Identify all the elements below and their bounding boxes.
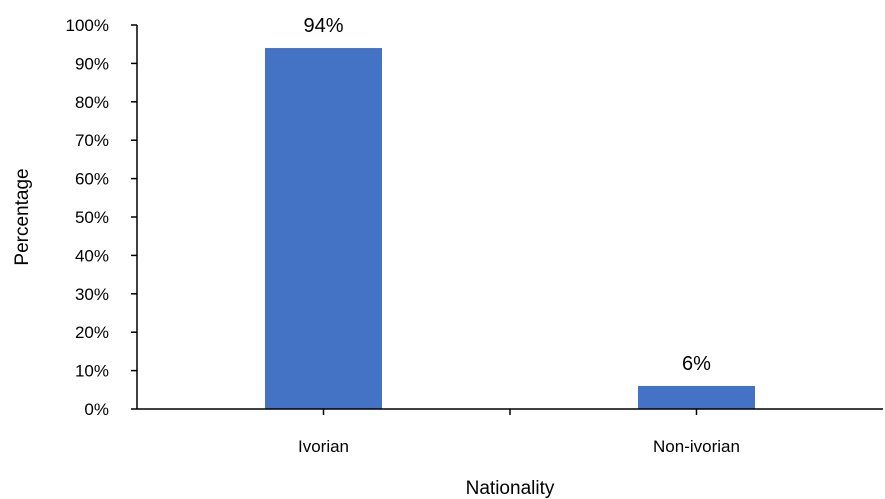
bars (265, 48, 755, 409)
y-tick-label: 70% (75, 131, 109, 150)
y-tick-label: 20% (75, 323, 109, 342)
y-axis-title: Percentage (12, 168, 33, 265)
x-category-label: Ivorian (298, 437, 349, 456)
data-labels: 94% 6% (303, 15, 711, 375)
x-axis-title: Nationality (466, 478, 555, 499)
y-tick-label: 60% (75, 170, 109, 189)
y-tick-label: 30% (75, 285, 109, 304)
x-category-label: Non-ivorian (653, 437, 740, 456)
bar-non-ivorian (638, 385, 755, 409)
y-axis-ticks: 0% 10% 20% 30% 40% 50% 60% 70% 80% 90% 100% (66, 16, 137, 419)
y-tick-label: 100% (66, 16, 109, 35)
data-label: 94% (303, 15, 343, 37)
bar-ivorian (265, 48, 382, 409)
x-axis-category-labels: Ivorian Non-ivorian (298, 409, 740, 456)
y-tick-label: 40% (75, 246, 109, 265)
y-tick-label: 50% (75, 208, 109, 227)
y-tick-label: 0% (84, 400, 109, 419)
y-tick-label: 90% (75, 54, 109, 73)
y-tick-label: 80% (75, 93, 109, 112)
data-label: 6% (682, 353, 711, 375)
y-tick-label: 10% (75, 362, 109, 381)
